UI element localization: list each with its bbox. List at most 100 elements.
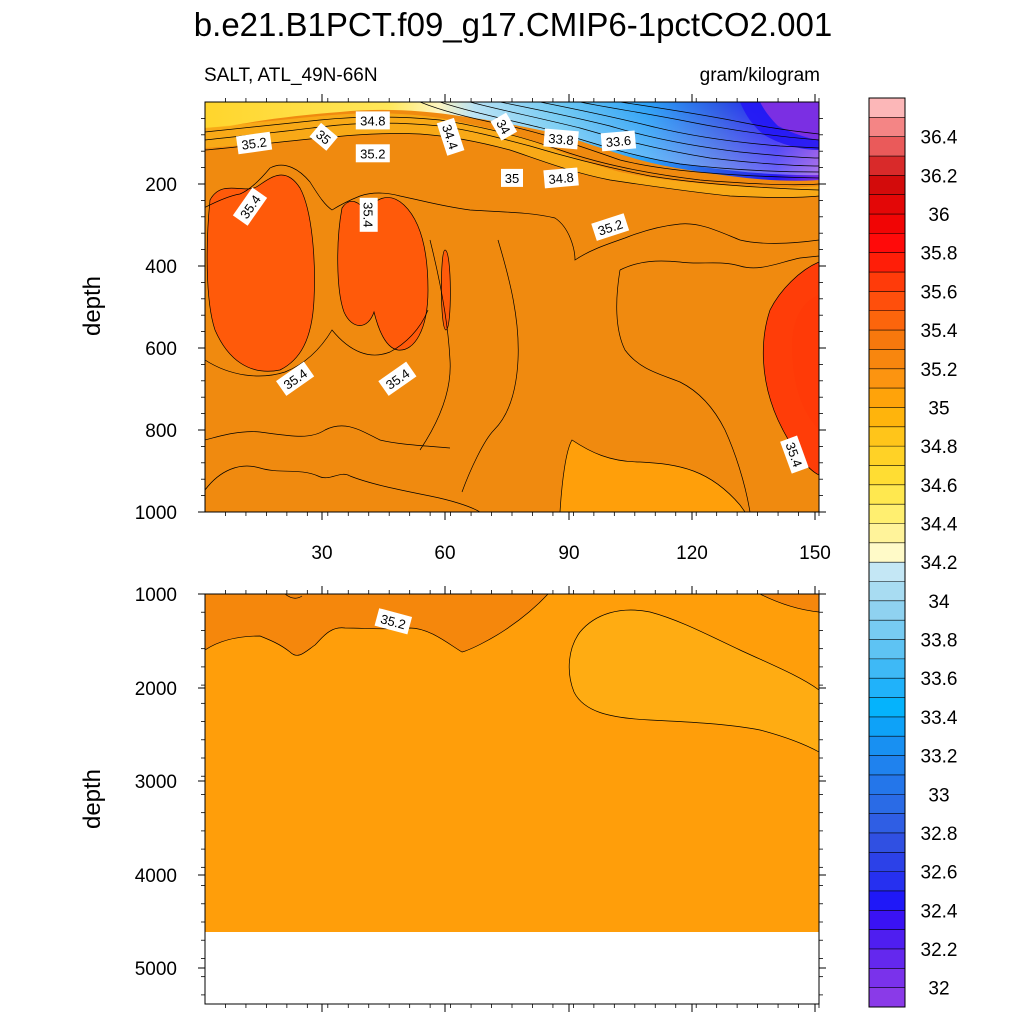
- y-tick-label: 200: [145, 175, 177, 196]
- contour-label: 34.4: [436, 117, 465, 156]
- lower-contour-lines: [205, 594, 819, 753]
- colorbar-swatch: [869, 910, 905, 930]
- colorbar-swatch: [869, 639, 905, 660]
- contour-label-text: 34.8: [360, 113, 385, 128]
- colorbar-swatch: [869, 214, 905, 234]
- x-tick-label: 30: [311, 543, 332, 564]
- colorbar-swatch: [869, 291, 905, 312]
- colorbar-label: 32.6: [921, 863, 958, 884]
- colorbar-swatch: [869, 794, 905, 814]
- colorbar-label: 36: [928, 205, 949, 226]
- colorbar: 36.4 36.2 36 35.8 35.6 35.4 35.2 35 34.8 34.6 34.4…: [869, 98, 958, 1008]
- colorbar-label: 33.4: [921, 708, 958, 729]
- colorbar-frame: [868, 97, 906, 1008]
- colorbar-swatch: [869, 716, 905, 737]
- colorbar-label: 33.2: [921, 747, 958, 768]
- fresh-pool-region: [760, 102, 819, 140]
- deep-tongue-region: [560, 440, 745, 512]
- upper-contour-lines: [205, 102, 819, 512]
- colorbar-swatch: [869, 407, 905, 428]
- colorbar-label: 34.2: [921, 553, 958, 574]
- upper-core-region: [441, 250, 451, 330]
- colorbar-swatch: [869, 968, 905, 988]
- colorbar-swatch: [869, 542, 905, 563]
- colorbar-swatch: [869, 446, 905, 466]
- contour-label: 34.8: [543, 167, 579, 189]
- colorbar-swatch: [869, 233, 905, 254]
- colorbar-label: 35.8: [921, 244, 958, 265]
- y-tick-label: 800: [145, 421, 177, 442]
- y-tick-label: 600: [145, 339, 177, 360]
- colorbar-swatch: [869, 523, 905, 544]
- colorbar-label: 34.8: [921, 437, 958, 458]
- colorbar-swatch: [869, 871, 905, 892]
- colorbar-swatch: [869, 252, 905, 273]
- colorbar-label: 32: [928, 979, 949, 1000]
- colorbar-label: 32.2: [921, 940, 958, 961]
- colorbar-swatch: [869, 368, 905, 389]
- surface-pycnocline-band: [205, 113, 819, 198]
- upper-core-region: [207, 175, 315, 372]
- colorbar-swatch: [869, 194, 905, 215]
- contour-label: 34.8: [355, 111, 390, 130]
- contour-label-text: 34: [493, 117, 513, 137]
- contour-label: 35.4: [780, 435, 809, 474]
- colorbar-swatch: [869, 484, 905, 505]
- colorbar-swatch: [869, 697, 905, 718]
- colorbar-label: 32.8: [921, 824, 958, 845]
- y-tick-label: 2000: [135, 679, 177, 700]
- colorbar-swatch: [869, 175, 905, 195]
- colorbar-label: 34: [928, 592, 950, 613]
- contour-label-text: 33.6: [605, 133, 632, 150]
- colorbar-swatch: [869, 504, 905, 524]
- x-tick-label: 150: [799, 543, 831, 564]
- colorbar-swatch: [869, 330, 905, 350]
- colorbar-swatch: [869, 98, 905, 118]
- colorbar-swatch: [869, 832, 905, 853]
- colorbar-swatch: [869, 310, 905, 331]
- y-tick-label: 1000: [135, 585, 177, 606]
- contour-label-text: 35.2: [379, 611, 407, 632]
- colorbar-swatch: [869, 388, 905, 408]
- colorbar-swatch: [869, 890, 905, 911]
- lower-minor-ticks: [201, 590, 823, 1008]
- colorbar-swatch: [869, 948, 905, 969]
- colorbar-label: 35.6: [921, 282, 958, 303]
- colorbar-swatch: [869, 852, 905, 872]
- y-tick-label: 400: [145, 257, 177, 278]
- colorbar-swatch: [869, 136, 905, 157]
- colorbar-swatch: [869, 736, 905, 756]
- colorbar-swatch: [869, 813, 905, 834]
- upper-core-region: [337, 197, 428, 351]
- colorbar-swatch: [869, 774, 905, 795]
- colorbar-swatch: [869, 678, 905, 698]
- contour-label: 35.2: [374, 608, 413, 635]
- colorbar-label: 33.6: [921, 669, 958, 690]
- colorbar-label: 32.4: [921, 901, 958, 922]
- colorbar-label: 35.4: [921, 321, 958, 342]
- chart-title: b.e21.B1PCT.f09_g17.CMIP6-1pctCO2.001: [194, 6, 832, 43]
- colorbar-label: 35.2: [921, 360, 958, 381]
- colorbar-swatch: [869, 117, 905, 137]
- units-subtitle: gram/kilogram: [700, 65, 820, 86]
- y-tick-label: 5000: [135, 959, 177, 980]
- colorbar-swatch: [869, 755, 905, 776]
- lower-y-axis-label: depth: [79, 769, 106, 829]
- contour-label: 33.8: [543, 128, 579, 150]
- contour-label-text: 33.8: [548, 131, 575, 148]
- contour-label-text: 34.8: [548, 170, 575, 187]
- x-tick-label: 90: [558, 543, 579, 564]
- contour-label: 35: [309, 122, 338, 151]
- contour-label: 35: [501, 168, 523, 187]
- colorbar-label: 36.2: [921, 166, 958, 187]
- colorbar-swatch: [869, 426, 905, 447]
- y-tick-label: 3000: [135, 772, 177, 793]
- contour-label: 35.2: [236, 131, 273, 155]
- upper-panel-field: 35.2 35 34.8 35.2 34.4 34 33.8 33.6 35 3…: [205, 102, 819, 512]
- lower-contour-labels: 35.2: [374, 608, 413, 635]
- upper-minor-ticks: [201, 98, 823, 516]
- colorbar-swatch: [869, 562, 905, 582]
- colorbar-swatch: [869, 987, 905, 1008]
- colorbar-swatch: [869, 620, 905, 640]
- lower-east-lens: [569, 610, 819, 752]
